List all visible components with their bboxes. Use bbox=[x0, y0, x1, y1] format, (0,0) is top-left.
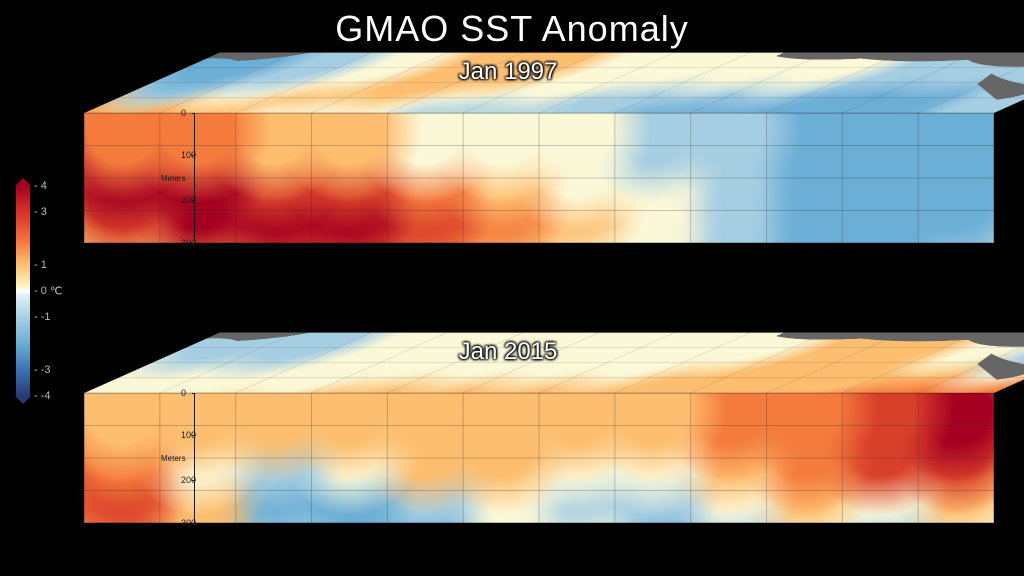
depth-tick: 0 bbox=[181, 108, 186, 118]
panel-1997-label: Jan 1997 bbox=[459, 58, 558, 86]
colorbar-arrow-top-icon bbox=[15, 178, 31, 186]
colorbar-tick: - -1 bbox=[34, 311, 51, 323]
colorbar-tick: - 1 bbox=[34, 259, 47, 271]
colorbar-gradient bbox=[16, 186, 30, 396]
depth-tick: 200 bbox=[181, 195, 196, 205]
depth-tick: 100 bbox=[181, 430, 196, 440]
depth-axis: 0100200300Meters bbox=[194, 393, 195, 523]
panel-1997-front-face: 0100200300Meters bbox=[84, 113, 994, 243]
depth-tick: 300 bbox=[181, 238, 196, 248]
colorbar: - 4- 3- 1- 0℃- -1- -3- -4 bbox=[16, 186, 56, 396]
depth-tick: 300 bbox=[181, 518, 196, 528]
panel-2015-label: Jan 2015 bbox=[459, 338, 558, 366]
colorbar-tick: - 3 bbox=[34, 206, 47, 218]
colorbar-tick: - -4 bbox=[34, 390, 51, 402]
depth-tick: 0 bbox=[181, 388, 186, 398]
colorbar-unit: ℃ bbox=[50, 285, 62, 298]
depth-tick: 200 bbox=[181, 475, 196, 485]
panel-2015-front-face: 0100200300Meters bbox=[84, 393, 994, 523]
colorbar-tick: - -3 bbox=[34, 364, 51, 376]
colorbar-tick: - 0 bbox=[34, 285, 47, 297]
colorbar-tick: - 4 bbox=[34, 180, 47, 192]
depth-axis: 0100200300Meters bbox=[194, 113, 195, 243]
colorbar-arrow-bottom-icon bbox=[15, 396, 31, 404]
depth-axis-label: Meters bbox=[161, 174, 185, 183]
depth-tick: 100 bbox=[181, 150, 196, 160]
depth-axis-label: Meters bbox=[161, 454, 185, 463]
page-title: GMAO SST Anomaly bbox=[0, 8, 1024, 50]
